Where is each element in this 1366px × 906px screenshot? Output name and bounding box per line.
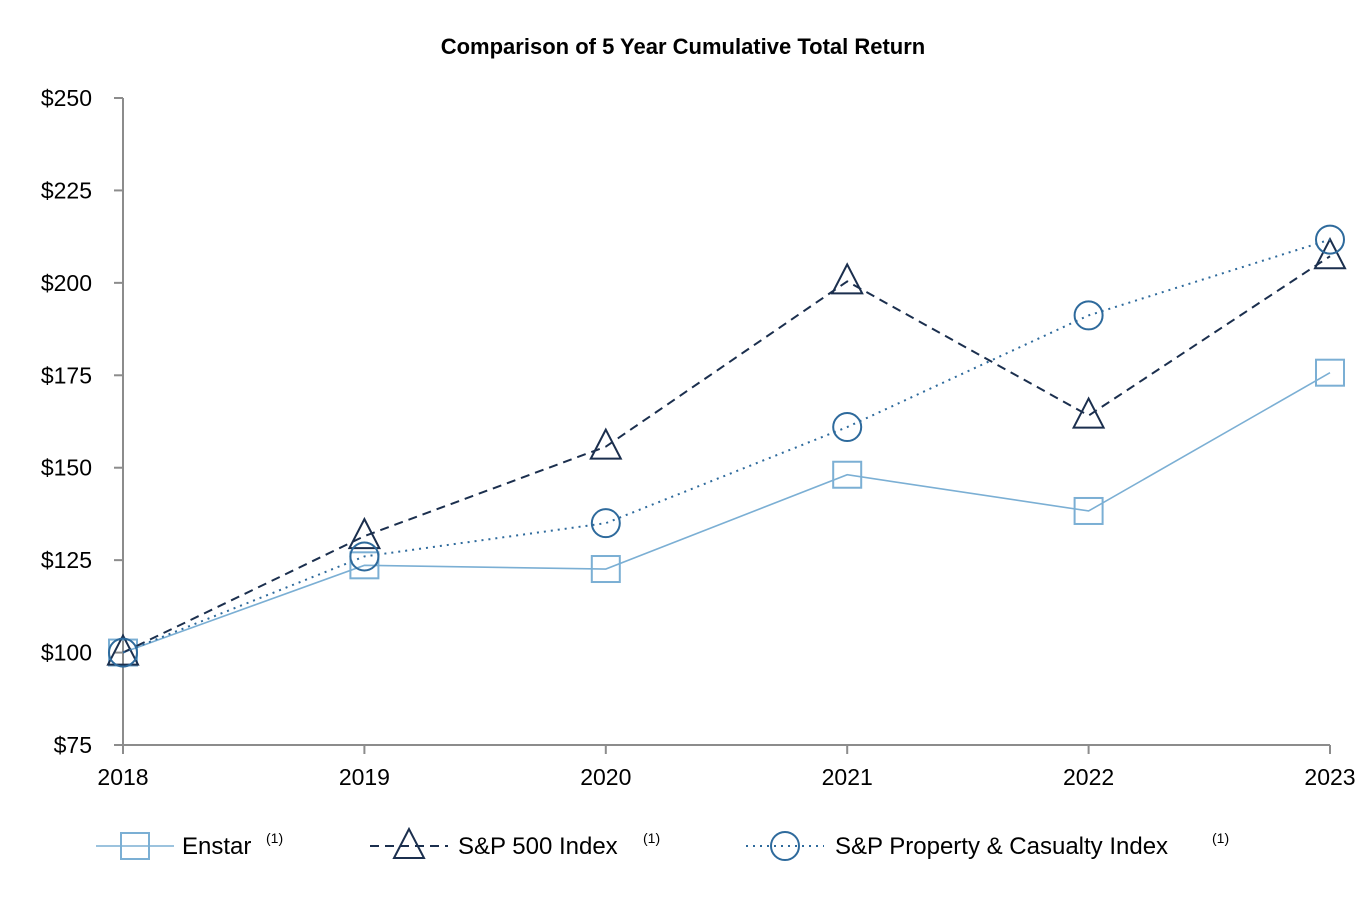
data-point-square: [832, 460, 863, 489]
data-point-circle: [108, 637, 138, 668]
legend-label: S&P 500 Index: [458, 833, 618, 860]
legend-footnote: (1): [1212, 830, 1229, 846]
data-point-square: [1073, 496, 1104, 525]
legend-item-1: Enstar (1): [96, 830, 283, 860]
x-tick-label: 2019: [339, 764, 390, 790]
data-point-circle: [1073, 300, 1104, 331]
x-tick-label: 2018: [97, 764, 148, 790]
data-point-square: [1315, 358, 1345, 387]
chart-title: Comparison of 5 Year Cumulative Total Re…: [441, 34, 926, 59]
legend: Enstar (1) S&P 500 Index (1) S&P Property & …: [96, 826, 1229, 861]
data-point-triangle: [830, 262, 864, 295]
data-point-triangle: [1313, 237, 1347, 270]
data-point-triangle: [1071, 396, 1106, 429]
series-triangle-group: [106, 237, 1347, 666]
legend-item-2: S&P 500 Index (1): [370, 826, 660, 860]
y-tick-label: $75: [54, 732, 92, 758]
series-line-2: [122, 255, 1331, 654]
x-tick-label: 2020: [580, 764, 631, 790]
y-tick-label: $250: [41, 85, 92, 111]
data-point-triangle: [589, 427, 623, 460]
series-layer: [106, 224, 1347, 668]
axes: $75 $100 $125 $150 $175 $200 $225 $250 2018 2019 2…: [41, 85, 1356, 790]
legend-marker-triangle: [392, 826, 426, 859]
data-point-triangle: [347, 516, 382, 550]
legend-marker-square: [120, 832, 150, 860]
x-tick-label: 2021: [822, 764, 873, 790]
data-point-square: [349, 551, 380, 580]
data-point-square: [590, 555, 621, 584]
series-square-group: [108, 358, 1345, 667]
legend-footnote: (1): [643, 830, 660, 846]
legend-item-3: S&P Property & Casualty Index (1): [746, 830, 1229, 861]
y-tick-label: $125: [41, 547, 92, 573]
data-point-circle: [590, 508, 621, 539]
series-line-1: [122, 372, 1331, 654]
x-tick-label: 2022: [1063, 764, 1114, 790]
data-point-circle: [1315, 224, 1345, 255]
legend-footnote: (1): [266, 830, 283, 846]
y-tick-label: $150: [41, 455, 92, 481]
y-tick-label: $175: [41, 362, 92, 388]
legend-label: S&P Property & Casualty Index: [835, 833, 1168, 860]
y-tick-label: $100: [41, 640, 92, 666]
series-circle-group: [108, 224, 1345, 668]
legend-label: Enstar: [182, 833, 251, 860]
data-point-circle: [832, 412, 863, 443]
legend-marker-circle: [770, 831, 800, 861]
x-tick-label: 2023: [1304, 764, 1355, 790]
series-line-3: [122, 238, 1331, 654]
y-tick-label: $200: [41, 270, 92, 296]
y-tick-label: $225: [41, 177, 92, 203]
data-point-circle: [349, 541, 380, 572]
